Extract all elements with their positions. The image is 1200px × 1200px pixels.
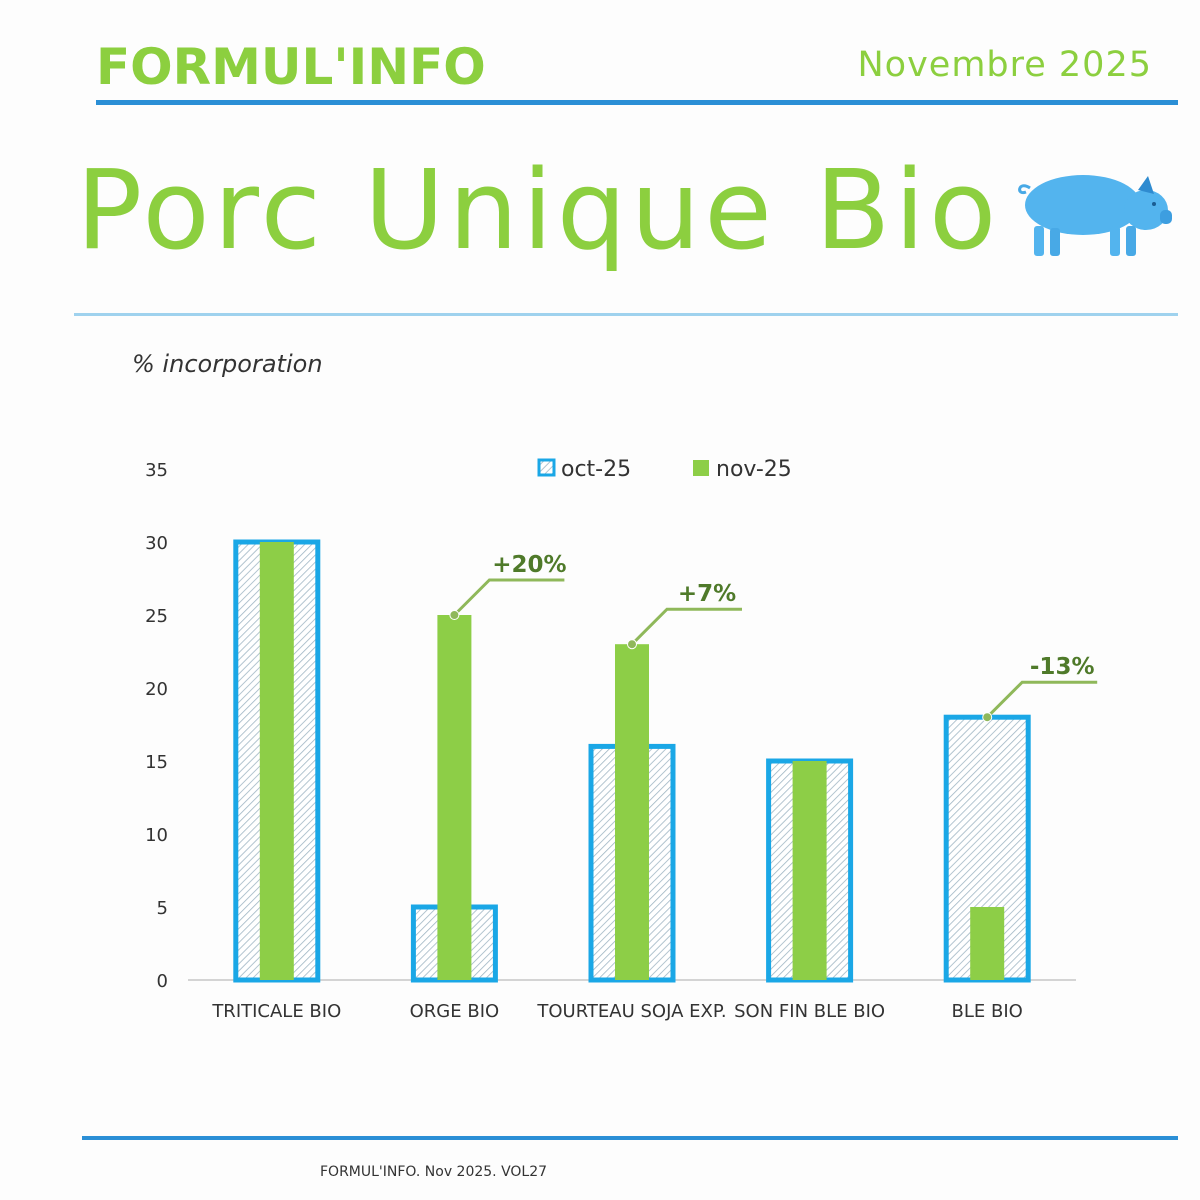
issue-date: Novembre 2025 (857, 45, 1152, 85)
title-divider (74, 313, 1178, 316)
bar-nov-25 (970, 907, 1005, 980)
y-tick-label: 20 (145, 679, 168, 700)
callout-dot (449, 610, 460, 620)
brand-logo: FORMUL'INFO (96, 38, 486, 96)
data-label: +20% (492, 552, 566, 578)
footer-divider (82, 1136, 1178, 1140)
callout-leader (630, 607, 742, 646)
pig-icon (1018, 175, 1172, 256)
data-label: -13% (1030, 654, 1095, 680)
legend-swatch-oct-25 (537, 458, 556, 477)
x-tick-label: BLE BIO (952, 1001, 1023, 1022)
x-tick-label: TRITICALE BIO (211, 1001, 341, 1022)
bar-chart: 0 5 10 15 20 25 30 35 TRITICALE BIO ORGE BIO TOURT… (145, 457, 1098, 1022)
legend-label-nov-25: nov-25 (716, 457, 792, 482)
x-tick-label: SON FIN BLE BIO (734, 1001, 885, 1022)
x-tick-label: TOURTEAU SOJA EXP. (536, 1001, 726, 1022)
y-tick-label: 35 (145, 460, 168, 481)
footer-text: FORMUL'INFO. Nov 2025. VOL27 (320, 1164, 548, 1180)
data-label: +7% (678, 581, 736, 607)
callout-leader (453, 578, 565, 617)
y-tick-label: 30 (145, 533, 168, 554)
legend-swatch-nov-25 (693, 460, 709, 476)
y-axis-label: % incorporation (132, 350, 323, 378)
callout-leader (986, 680, 1098, 719)
y-tick-label: 15 (145, 752, 168, 773)
y-tick-label: 10 (145, 825, 168, 846)
header-divider (96, 100, 1178, 105)
legend-item-nov-25: nov-25 (693, 457, 792, 482)
y-tick-label: 5 (157, 898, 168, 919)
bar-nov-25 (792, 761, 827, 980)
x-tick-label: ORGE BIO (410, 1001, 500, 1022)
page-title: Porc Unique Bio (76, 146, 1001, 274)
legend-item-oct-25: oct-25 (537, 457, 631, 482)
y-tick-label: 25 (145, 606, 168, 627)
callout-dot (982, 712, 993, 723)
y-tick-label: 0 (157, 971, 168, 992)
bar-nov-25 (259, 542, 294, 980)
bar-nov-25 (437, 615, 472, 980)
callout-dot (627, 639, 637, 650)
legend-label-oct-25: oct-25 (561, 457, 631, 482)
bar-nov-25 (615, 644, 649, 980)
